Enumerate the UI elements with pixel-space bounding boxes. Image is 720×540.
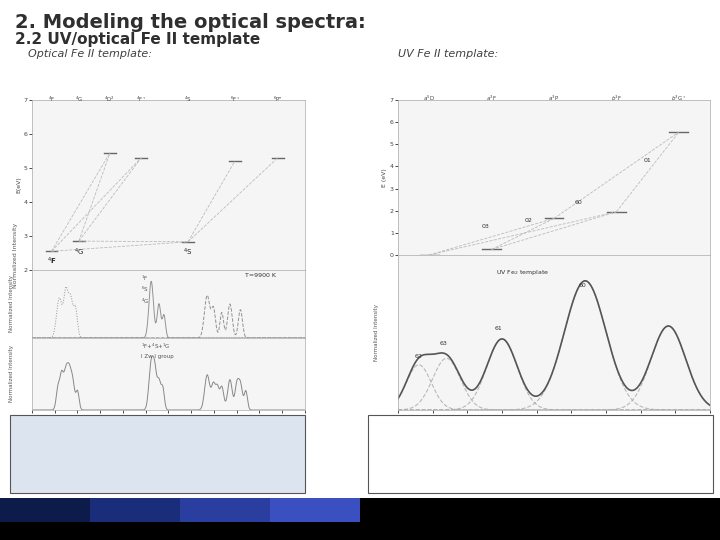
Text: $^4$F$^\circ$: $^4$F$^\circ$ — [136, 95, 146, 104]
Text: Popović et al. 2003,: Popović et al. 2003, — [384, 421, 490, 431]
Text: $b^3$G$^\circ$: $b^3$G$^\circ$ — [671, 93, 686, 103]
Text: ■: ■ — [18, 421, 27, 431]
Text: ApJ: ApJ — [506, 421, 526, 431]
Text: , 599, 185: , 599, 185 — [521, 421, 574, 431]
Text: Optical Fe II template:: Optical Fe II template: — [28, 49, 152, 59]
Y-axis label: E(eV): E(eV) — [16, 177, 21, 193]
Text: ■: ■ — [18, 437, 27, 447]
Text: ■: ■ — [376, 421, 385, 431]
Text: Shapovalova et al. 2012,: Shapovalova et al. 2012, — [26, 437, 159, 447]
Text: $^6$P": $^6$P" — [273, 95, 283, 104]
Text: , 202, 10.: , 202, 10. — [202, 437, 251, 447]
Text: ■: ■ — [18, 453, 27, 463]
Text: $a^5$D: $a^5$D — [423, 93, 436, 103]
Text: 62: 62 — [415, 354, 423, 359]
Text: UV Fe$_2$ template: UV Fe$_2$ template — [496, 268, 549, 278]
Text: $^1$F: $^1$F — [141, 273, 148, 283]
X-axis label: Wavelength (in Å): Wavelength (in Å) — [137, 428, 200, 436]
Text: 63: 63 — [440, 341, 447, 347]
Text: Kovačević-Dojčinović & Popović, 2015,: Kovačević-Dojčinović & Popović, 2015, — [384, 437, 588, 448]
Text: $^4$S: $^4$S — [184, 247, 193, 258]
Text: $^4$G: $^4$G — [141, 296, 150, 306]
Text: Normalized Intensity: Normalized Intensity — [9, 346, 14, 402]
Text: $^4$G: $^4$G — [75, 95, 83, 104]
Text: $a^3$P: $a^3$P — [549, 93, 559, 103]
Text: 2.2 UV/optical Fe II template: 2.2 UV/optical Fe II template — [15, 32, 260, 47]
Text: 60: 60 — [575, 200, 582, 205]
Text: Normalized Intensity: Normalized Intensity — [374, 304, 379, 361]
Text: $^4$F: $^4$F — [47, 256, 56, 267]
Y-axis label: E (eV): E (eV) — [382, 168, 387, 187]
Text: ApJS: ApJS — [610, 437, 636, 447]
Text: $a^3$G: $a^3$G — [485, 255, 498, 264]
Text: $^4$D$^2$: $^4$D$^2$ — [104, 95, 115, 104]
Text: 2. Modeling the optical spectra:: 2. Modeling the optical spectra: — [15, 13, 366, 32]
Text: , 189, 15.: , 189, 15. — [189, 421, 239, 431]
X-axis label: Wavelength (in Å): Wavelength (in Å) — [523, 429, 585, 437]
Text: Kovačević et al. 2010,: Kovačević et al. 2010, — [26, 421, 144, 431]
Text: UV Fe II template:: UV Fe II template: — [398, 49, 498, 59]
Text: ApJS: ApJS — [176, 437, 203, 447]
Text: $^4$G: $^4$G — [73, 246, 84, 258]
Text: $^6$S: $^6$S — [141, 285, 149, 294]
Text: $b^3$F: $b^3$F — [611, 93, 622, 103]
Text: 03: 03 — [482, 225, 490, 230]
Text: I Zw I group: I Zw I group — [141, 354, 174, 359]
Text: $^1$F+$^4$S+$^1$G: $^1$F+$^4$S+$^1$G — [141, 342, 171, 351]
Text: $^4$F: $^4$F — [48, 95, 55, 104]
Text: $^4$S: $^4$S — [184, 95, 192, 104]
Text: Normalized Intensity: Normalized Intensity — [12, 222, 17, 288]
Text: $^6$F$^\circ$: $^6$F$^\circ$ — [230, 95, 240, 104]
Text: Normalized Intensity: Normalized Intensity — [9, 275, 14, 333]
Text: , 221, 35.: , 221, 35. — [636, 437, 685, 447]
Text: 61: 61 — [495, 326, 503, 331]
Text: 01: 01 — [644, 158, 652, 163]
Text: see http://servo.aob.rs/FeII AGN/: see http://servo.aob.rs/FeII AGN/ — [26, 453, 195, 463]
Text: ■: ■ — [376, 437, 385, 447]
Text: 02: 02 — [525, 218, 533, 223]
Text: $a^3$F: $a^3$F — [486, 93, 497, 103]
Text: 60: 60 — [578, 284, 586, 288]
Text: ApJS: ApJS — [162, 421, 189, 431]
Text: T=9900 K: T=9900 K — [245, 273, 276, 279]
